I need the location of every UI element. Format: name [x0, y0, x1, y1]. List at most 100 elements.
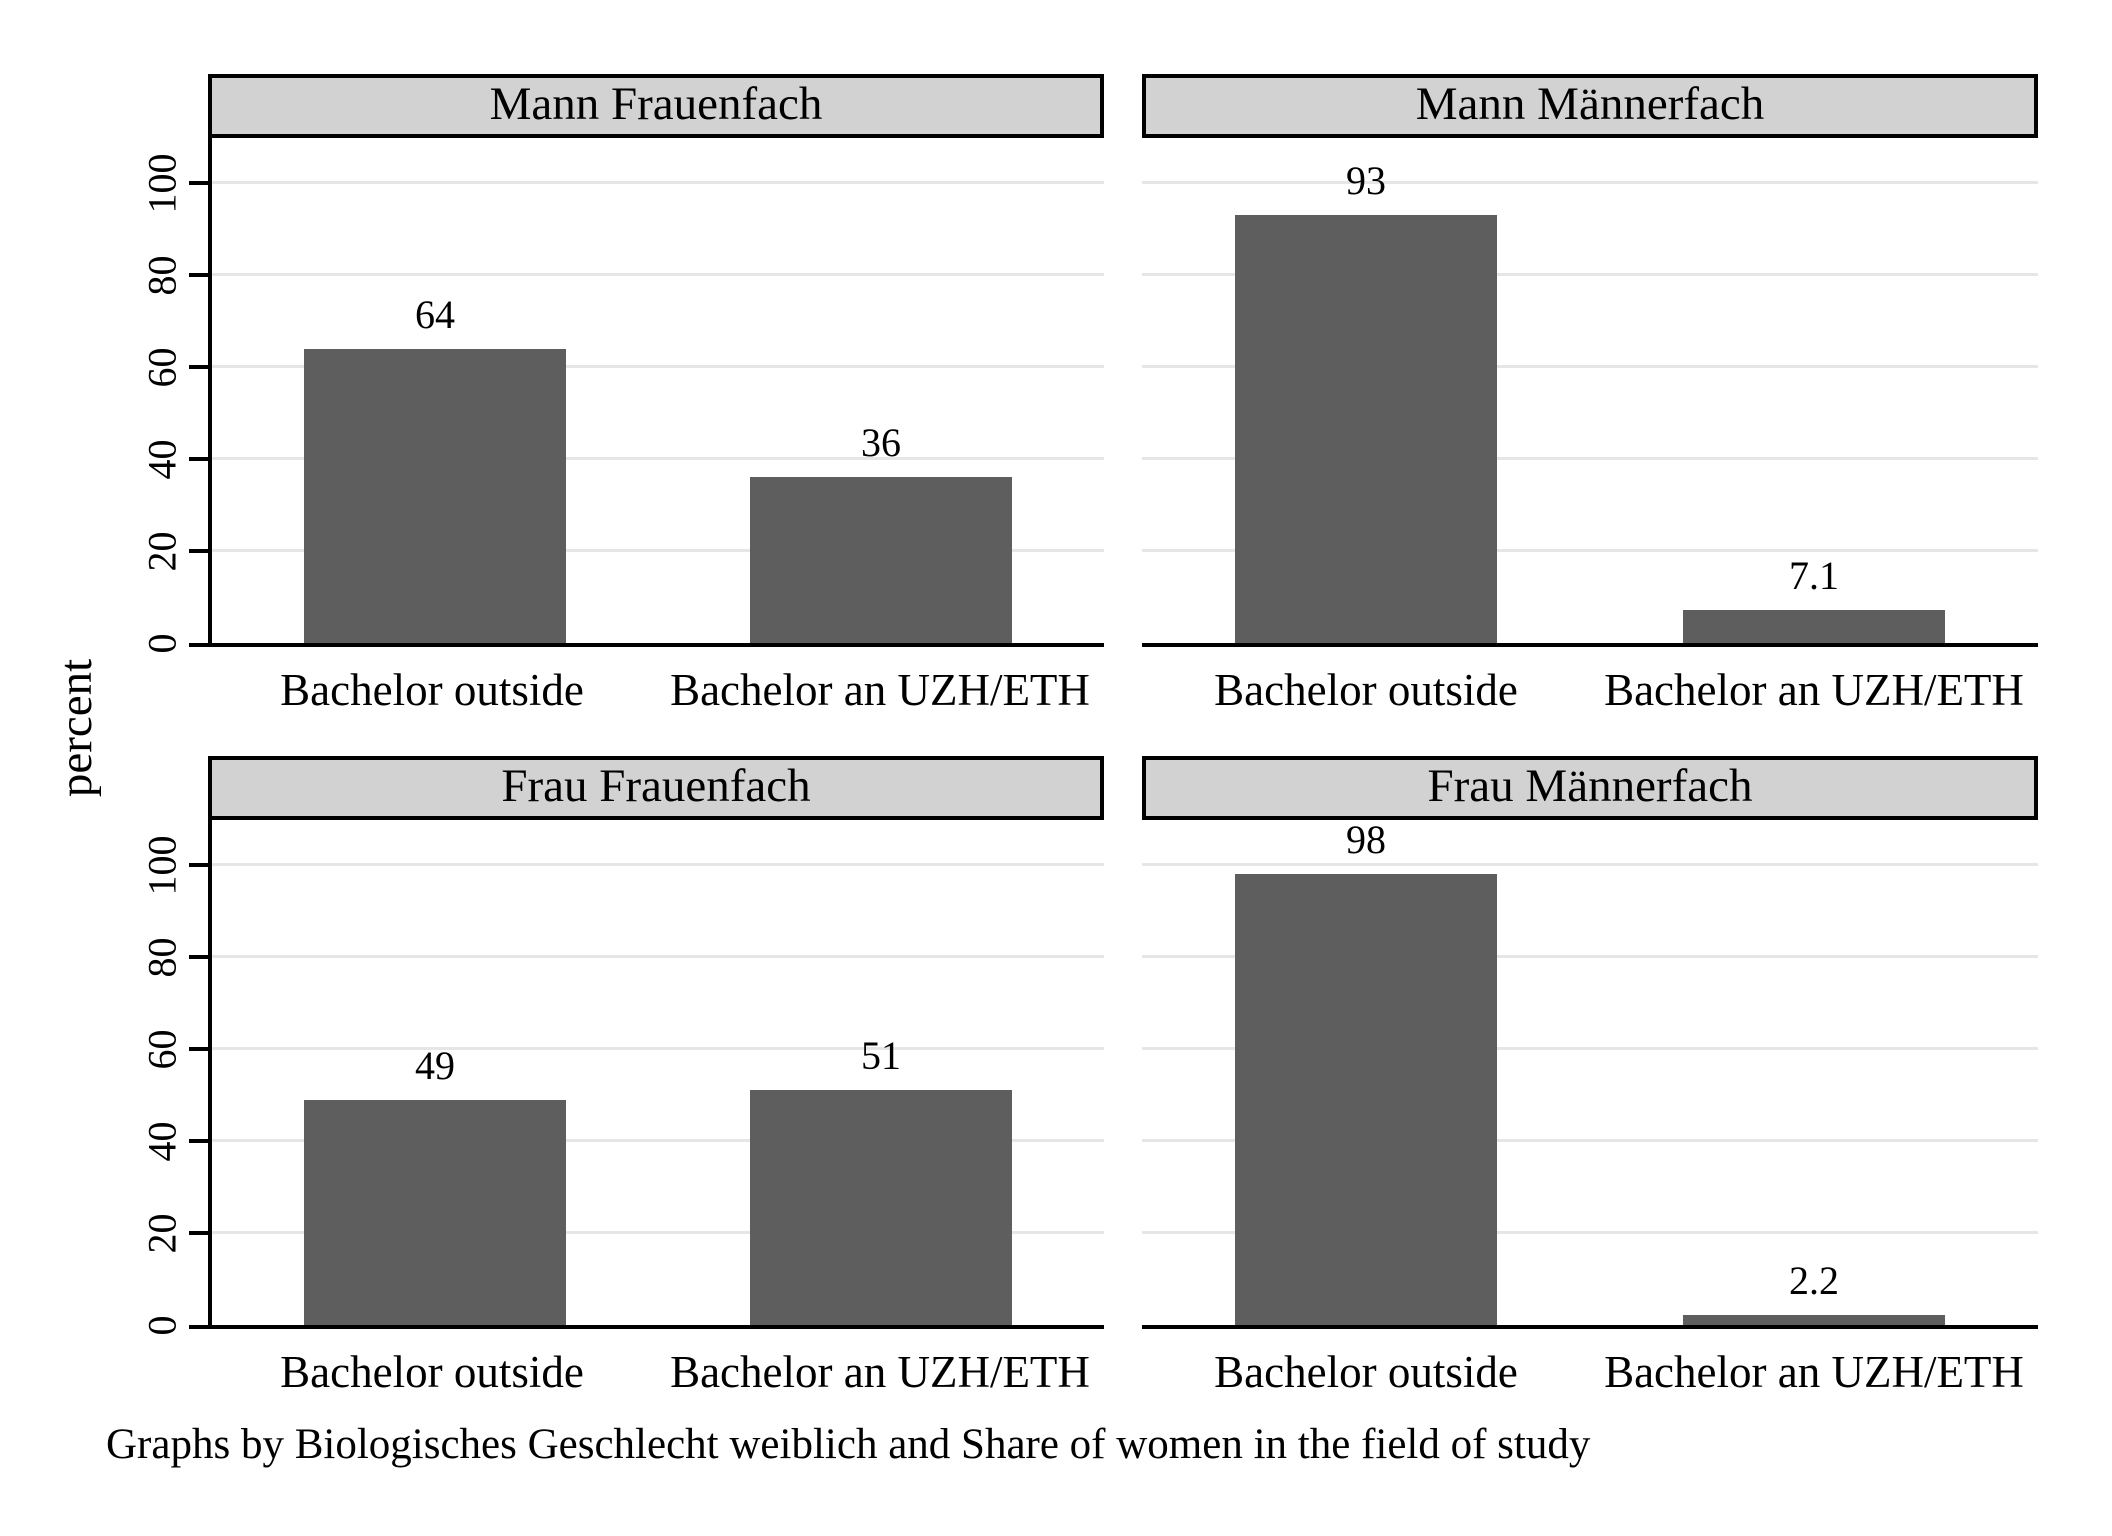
y-tick-0: [189, 1325, 208, 1329]
bar-slot-bachelor-an-uzh-eth: 51: [658, 820, 1104, 1325]
bar-bachelor-outside: 98: [1234, 820, 1498, 1325]
gridline-20: [1142, 549, 2038, 552]
bar-value-label: 2.2: [1789, 1257, 1839, 1303]
gridline-40: [1142, 1139, 2038, 1142]
bar-area: 64 36: [212, 138, 1104, 643]
y-tick-label-20: 20: [139, 531, 185, 571]
gridline-60: [1142, 365, 2038, 368]
y-tick-label-0: 0: [139, 1315, 185, 1335]
panel-mann-frauenfach: Mann Frauenfach 64 36 0 20 40 60 80 100 Bachel…: [140, 74, 1104, 717]
y-tick-label-60: 60: [139, 347, 185, 387]
y-tick-40: [189, 1139, 208, 1143]
gridline-100: [212, 181, 1104, 184]
gridline-20: [212, 549, 1104, 552]
category-label-bachelor-outside: Bachelor outside: [280, 1347, 584, 1397]
y-tick-label-100: 100: [139, 835, 185, 895]
bar-slot-bachelor-outside: 93: [1142, 138, 1590, 643]
plot-area: 93 7.1: [1142, 138, 2038, 647]
y-tick-80: [189, 955, 208, 959]
y-tick-label-20: 20: [139, 1213, 185, 1253]
graphs-by-note: Graphs by Biologisches Geschlecht weibli…: [106, 1421, 1591, 1468]
gridline-100: [1142, 181, 2038, 184]
category-label-bachelor-outside: Bachelor outside: [1214, 1347, 1518, 1397]
y-tick-80: [189, 273, 208, 277]
panel-title: Frau Frauenfach: [501, 759, 811, 812]
plot-area: 98 2.2: [1142, 820, 2038, 1329]
y-tick-20: [189, 549, 208, 553]
y-tick-100: [189, 863, 208, 867]
category-label-bachelor-an-uzh-eth: Bachelor an UZH/ETH: [1604, 665, 2024, 715]
y-tick-label-80: 80: [139, 937, 185, 977]
y-tick-40: [189, 457, 208, 461]
bar-value-label: 36: [860, 420, 901, 466]
y-tick-label-60: 60: [139, 1029, 185, 1069]
gridline-40: [212, 457, 1104, 460]
panel-header: Mann Frauenfach: [208, 74, 1104, 138]
y-tick-label-40: 40: [139, 1121, 185, 1161]
gridline-100: [212, 863, 1104, 866]
bar-bachelor-an-uzh-eth: 36: [750, 423, 1012, 643]
category-label-bachelor-an-uzh-eth: Bachelor an UZH/ETH: [1604, 1347, 2024, 1397]
bar-slot-bachelor-outside: 98: [1142, 820, 1590, 1325]
y-tick-20: [189, 1231, 208, 1235]
gridline-60: [1142, 1047, 2038, 1050]
panel-title: Mann Frauenfach: [489, 77, 823, 130]
bar-slot-bachelor-outside: 49: [212, 820, 658, 1325]
y-tick-label-0: 0: [139, 633, 185, 653]
y-tick-label-40: 40: [139, 439, 185, 479]
category-label-bachelor-outside: Bachelor outside: [1214, 665, 1518, 715]
category-axis: Bachelor outside Bachelor an UZH/ETH: [1142, 1347, 2038, 1399]
y-tick-0: [189, 643, 208, 647]
category-axis: Bachelor outside Bachelor an UZH/ETH: [208, 1347, 1104, 1399]
bar-value-label: 51: [860, 1033, 901, 1079]
bar-value-label: 49: [414, 1042, 455, 1088]
gridline-80: [1142, 273, 2038, 276]
category-axis: Bachelor outside Bachelor an UZH/ETH: [1142, 665, 2038, 717]
bar-bachelor-outside: 49: [304, 1045, 566, 1325]
y-axis-title: percent: [50, 658, 103, 798]
gridline-40: [212, 1139, 1104, 1142]
bar-value-label: 93: [1346, 158, 1386, 204]
category-label-bachelor-outside: Bachelor outside: [280, 665, 584, 715]
panel-mann-mannerfach: Mann Männerfach 93 7.1 Bachelor outside Ba…: [1142, 74, 2038, 717]
plot-area: 49 51 0 20 40 60 80 100: [140, 820, 1104, 1335]
plot-area: 64 36 0 20 40 60 80 100: [140, 138, 1104, 653]
panel-frau-frauenfach: Frau Frauenfach 49 51 0 20 40 60 80 100 Bachel…: [140, 756, 1104, 1399]
bar-slot-bachelor-an-uzh-eth: 7.1: [1590, 138, 2038, 643]
panel-header: Mann Männerfach: [1142, 74, 2038, 138]
bar-value-label: 98: [1346, 817, 1386, 863]
gridline-100: [1142, 863, 2038, 866]
panel-header: Frau Männerfach: [1142, 756, 2038, 820]
bar-bachelor-outside: 93: [1234, 161, 1498, 643]
y-tick-60: [189, 1047, 208, 1051]
gridline-80: [1142, 955, 2038, 958]
panel-frau-mannerfach: Frau Männerfach 98 2.2 Bachelor outside Ba…: [1142, 756, 2038, 1399]
gridline-20: [212, 1231, 1104, 1234]
gridline-80: [212, 273, 1104, 276]
panel-title: Frau Männerfach: [1427, 759, 1753, 812]
category-axis: Bachelor outside Bachelor an UZH/ETH: [208, 665, 1104, 717]
y-tick-label-80: 80: [139, 255, 185, 295]
bar-area: 93 7.1: [1142, 138, 2038, 643]
bar-bachelor-an-uzh-eth: 51: [750, 1036, 1012, 1325]
bar-bachelor-an-uzh-eth: 7.1: [1682, 556, 1946, 643]
y-tick-label-100: 100: [139, 153, 185, 213]
gridline-40: [1142, 457, 2038, 460]
gridline-60: [212, 1047, 1104, 1050]
bar-area: 49 51: [212, 820, 1104, 1325]
bar-bachelor-an-uzh-eth: 2.2: [1682, 1260, 1946, 1325]
category-label-bachelor-an-uzh-eth: Bachelor an UZH/ETH: [670, 1347, 1090, 1397]
bar-bachelor-outside: 64: [304, 294, 566, 643]
panel-title: Mann Männerfach: [1415, 77, 1765, 130]
bar-value-label: 64: [414, 291, 455, 337]
bar-slot-bachelor-an-uzh-eth: 36: [658, 138, 1104, 643]
bar-value-label: 7.1: [1789, 553, 1839, 599]
gridline-80: [212, 955, 1104, 958]
bar-area: 98 2.2: [1142, 820, 2038, 1325]
category-label-bachelor-an-uzh-eth: Bachelor an UZH/ETH: [670, 665, 1090, 715]
bar-slot-bachelor-outside: 64: [212, 138, 658, 643]
bar-slot-bachelor-an-uzh-eth: 2.2: [1590, 820, 2038, 1325]
panel-header: Frau Frauenfach: [208, 756, 1104, 820]
y-tick-100: [189, 181, 208, 185]
